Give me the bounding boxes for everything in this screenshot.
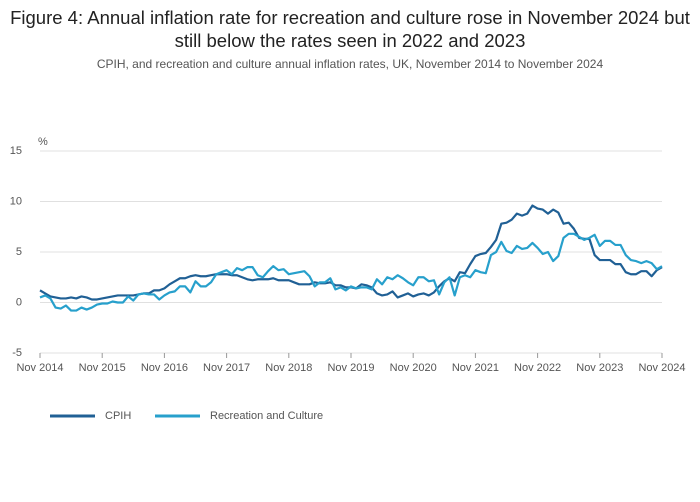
x-tick-label: Nov 2020 [390,362,437,374]
x-tick-label: Nov 2021 [452,362,499,374]
x-tick-label: Nov 2017 [203,362,250,374]
x-tick-label: Nov 2016 [141,362,188,374]
legend-label: CPIH [105,410,131,422]
y-tick-label: -5 [12,347,22,359]
y-tick-label: 0 [16,296,22,308]
chart-subtitle: CPIH, and recreation and culture annual … [96,57,604,71]
y-tick-label: 10 [10,195,22,207]
x-tick-label: Nov 2022 [514,362,561,374]
x-tick-label: Nov 2018 [265,362,312,374]
chart-title: Figure 4: Annual inflation rate for recr… [10,7,690,51]
x-tick-label: Nov 2015 [79,362,126,374]
y-tick-label: 5 [16,246,22,258]
y-tick-label: 15 [10,145,22,157]
x-tick-label: Nov 2023 [576,362,623,374]
y-axis-label: % [38,136,48,148]
series-line [39,232,663,312]
x-tick-label: Nov 2024 [638,362,685,374]
x-tick-label: Nov 2019 [327,362,374,374]
legend-label: Recreation and Culture [210,410,323,422]
x-tick-label: Nov 2014 [16,362,63,374]
